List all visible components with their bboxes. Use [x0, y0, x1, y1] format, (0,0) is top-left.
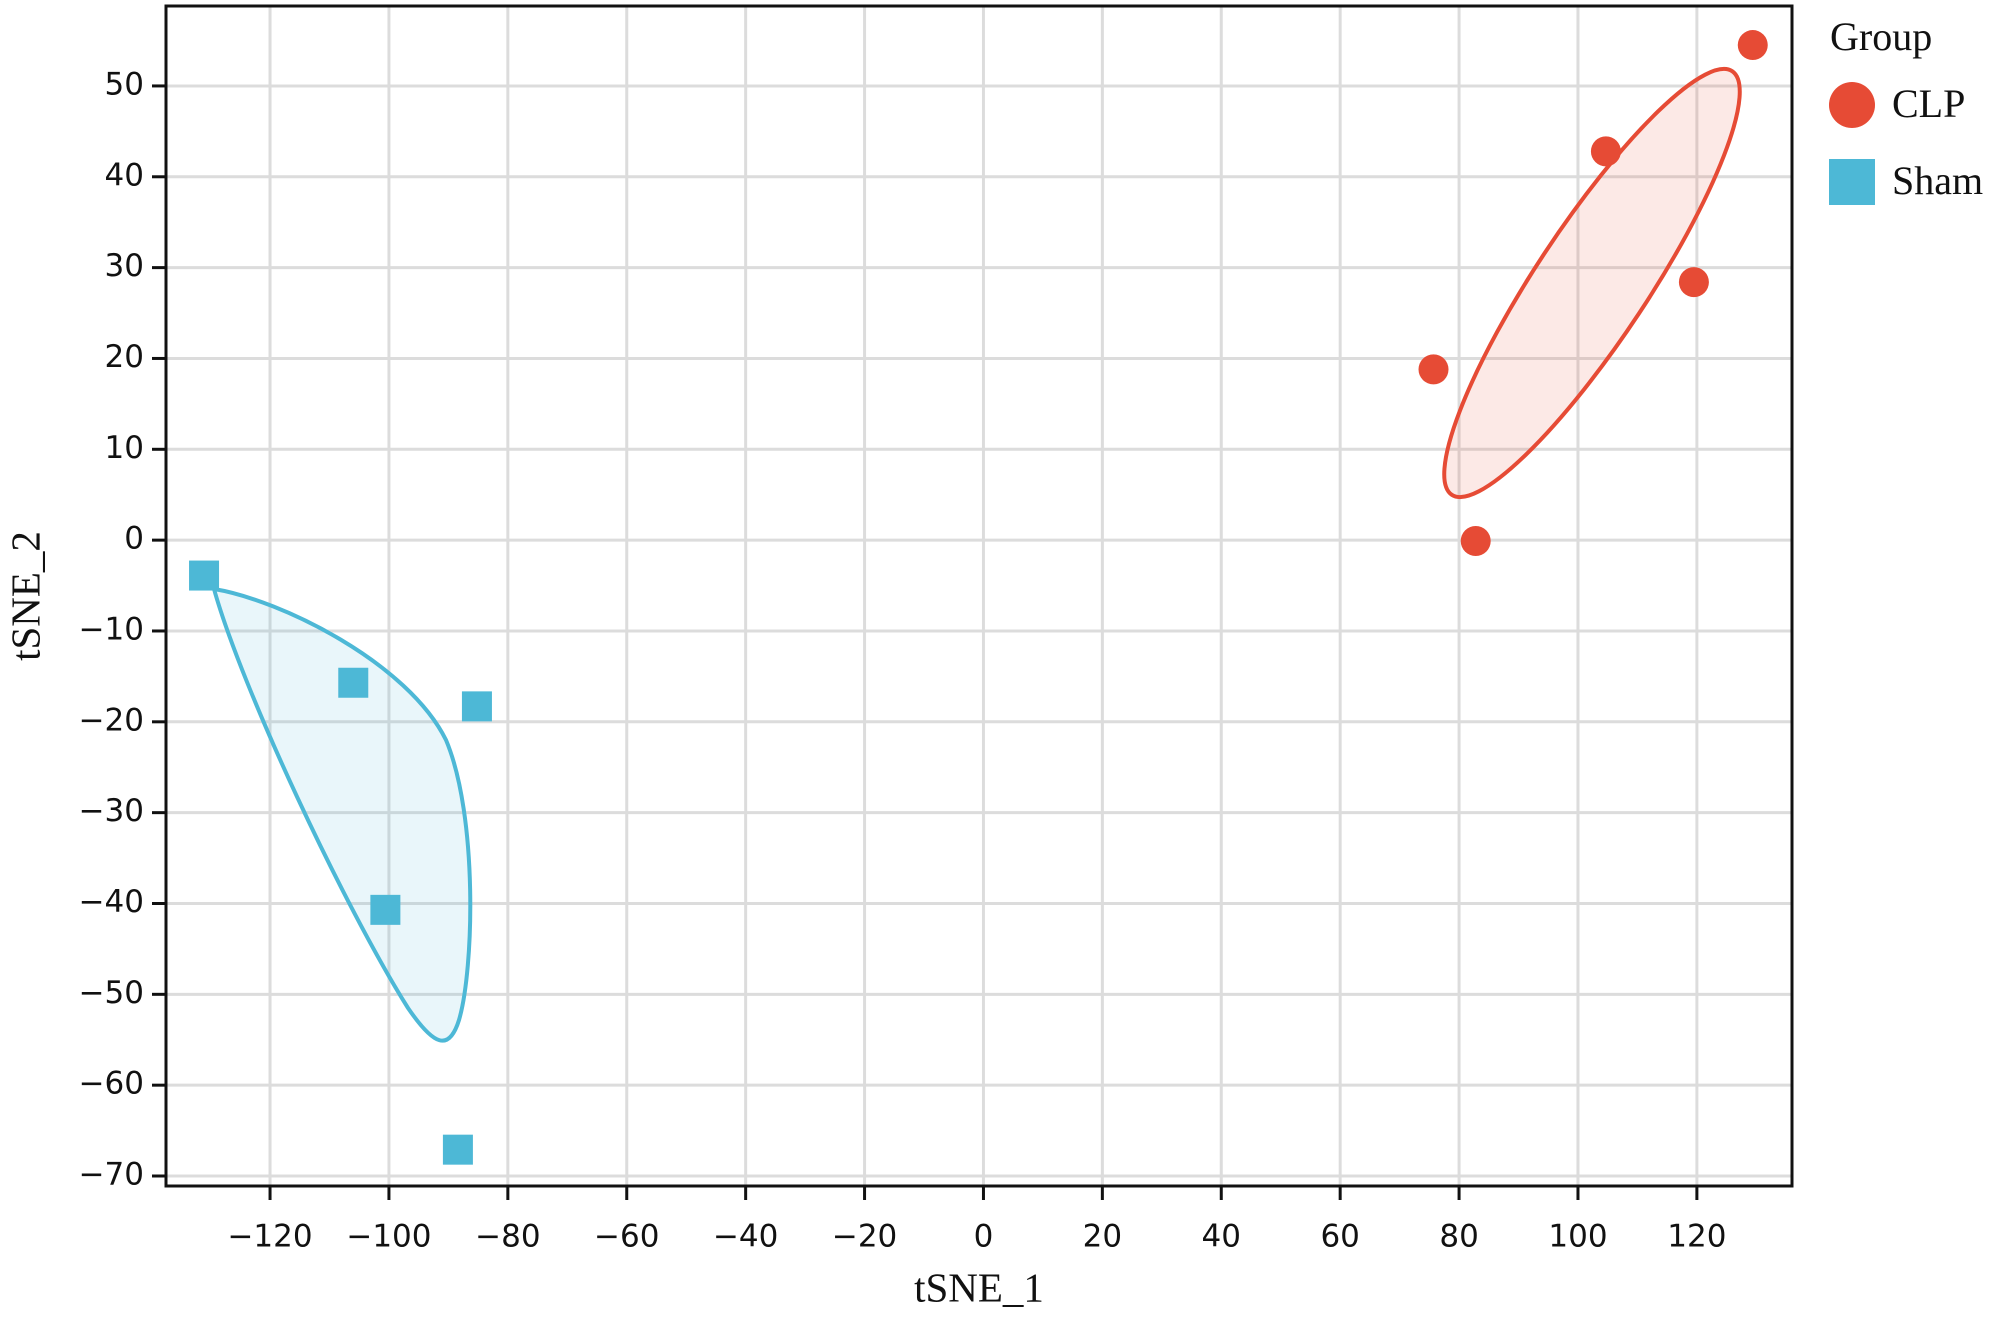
x-tick-label: −60 [594, 1219, 659, 1255]
x-tick-label: 20 [1083, 1219, 1122, 1255]
legend-label: CLP [1892, 81, 1965, 126]
point [1678, 267, 1709, 298]
legend-marker [1829, 82, 1875, 128]
y-tick-label: 30 [105, 248, 144, 284]
y-tick-label: 40 [105, 157, 144, 193]
legend-marker [1829, 159, 1875, 205]
y-tick-label: 0 [124, 521, 144, 557]
y-tick-label: −20 [79, 702, 144, 738]
x-tick-label: −120 [227, 1219, 312, 1255]
x-tick-label: 0 [974, 1219, 994, 1255]
legend-title: Group [1830, 14, 1932, 59]
y-tick-label: 10 [105, 430, 144, 466]
x-tick-label: 40 [1202, 1219, 1241, 1255]
point [189, 560, 220, 591]
group-outlines [211, 66, 1742, 1043]
plot-frame [164, 4, 1794, 1188]
sham-outline [211, 586, 473, 1043]
x-tick-label: 120 [1667, 1219, 1726, 1255]
x-tick-label: 60 [1320, 1219, 1359, 1255]
y-tick-label: −30 [79, 793, 144, 829]
y-tick-label: −60 [79, 1066, 144, 1102]
y-tick-label: −50 [79, 975, 144, 1011]
point [1737, 30, 1768, 61]
y-tick-label: −70 [79, 1157, 144, 1193]
y-tick-label: 20 [105, 339, 144, 375]
point [338, 667, 369, 698]
x-axis-label: tSNE_1 [914, 1264, 1044, 1310]
legend-label: Sham [1892, 158, 1983, 203]
x-tick-label: −100 [346, 1219, 431, 1255]
point [370, 894, 401, 925]
point [1460, 526, 1491, 557]
clp-ellipse [1442, 66, 1742, 500]
y-tick-label: 50 [105, 66, 144, 102]
x-tick-label: 80 [1439, 1219, 1478, 1255]
x-tick-label: −40 [713, 1219, 778, 1255]
point [1590, 136, 1621, 167]
point [442, 1134, 473, 1165]
point [461, 691, 492, 722]
point [1418, 354, 1449, 385]
x-tick-label: −80 [475, 1219, 540, 1255]
y-tick-label: −40 [79, 884, 144, 920]
y-axis-label: tSNE_2 [2, 531, 48, 661]
x-tick-label: −20 [832, 1219, 897, 1255]
x-tick-label: 100 [1548, 1219, 1607, 1255]
y-tick-label: −10 [79, 611, 144, 647]
